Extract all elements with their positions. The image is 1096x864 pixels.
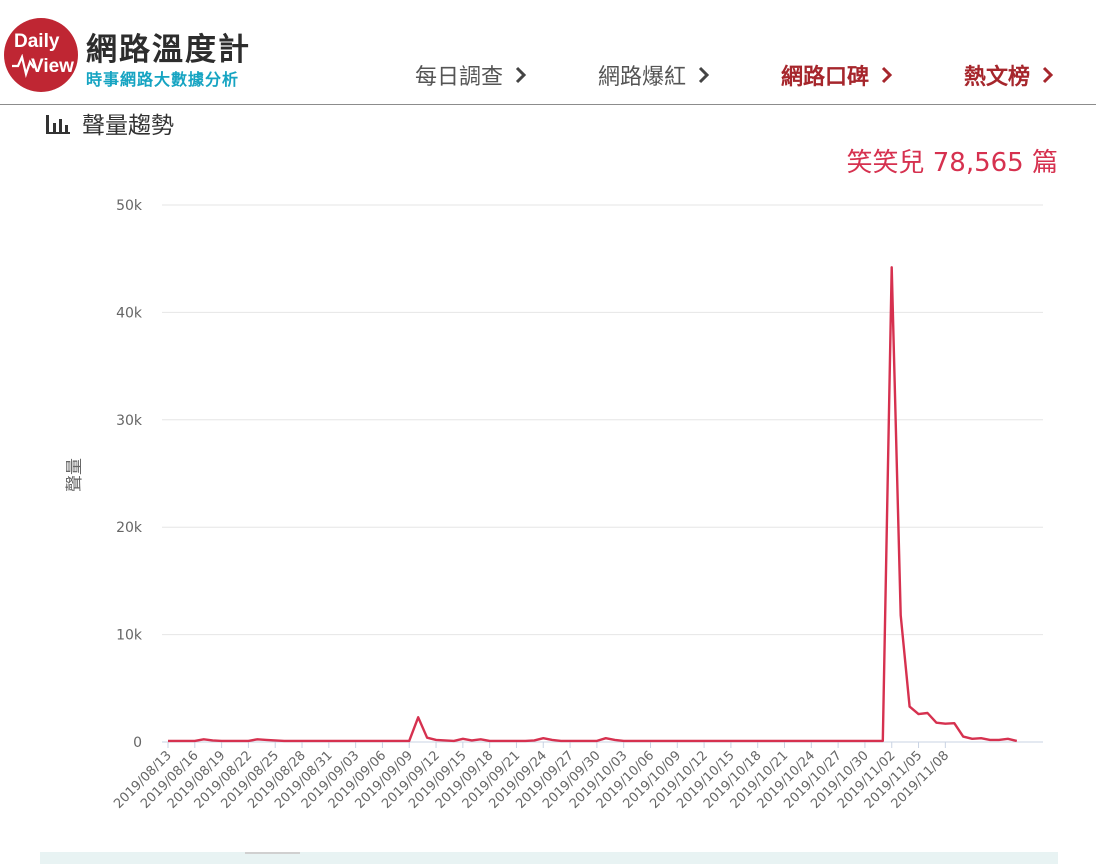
y-tick-label: 30k xyxy=(116,413,143,429)
series-line xyxy=(168,266,1018,743)
summary-unit: 篇 xyxy=(1031,148,1058,178)
bottom-panel-edge xyxy=(40,852,1058,864)
nav-daily-survey[interactable]: 每日調查 xyxy=(415,59,527,91)
section-title: 聲量趨勢 xyxy=(44,106,174,140)
summary-name: 笑笑兒 xyxy=(846,148,925,178)
y-tick-label: 20k xyxy=(116,520,143,536)
nav-label: 每日調查 xyxy=(415,65,504,90)
logo-text-daily: Daily xyxy=(14,31,60,52)
chevron-right-icon xyxy=(881,66,893,84)
chevron-right-icon xyxy=(698,66,710,84)
summary-count: 78,565 xyxy=(932,148,1024,178)
chevron-right-icon xyxy=(1042,66,1054,84)
volume-trend-chart: 0 10k 20k 30k 40k 50k 聲量 2019/08/13 2019/08/16 20… xyxy=(0,185,1096,855)
logo-text-view: View xyxy=(31,56,74,77)
line-chart-svg: 010k20k30k40k50k聲量2019/08/132019/08/1620… xyxy=(65,198,1043,812)
y-tick-label: 40k xyxy=(116,305,143,321)
nav-hot-articles[interactable]: 熱文榜 xyxy=(964,59,1054,91)
chevron-right-icon xyxy=(515,66,527,84)
nav-label: 網路爆紅 xyxy=(598,65,687,90)
y-tick-label: 50k xyxy=(116,198,143,214)
bar-chart-icon xyxy=(46,115,70,134)
nav-word-of-mouth[interactable]: 網路口碑 xyxy=(781,59,893,91)
nav-label: 熱文榜 xyxy=(964,65,1031,90)
section-title-text: 聲量趨勢 xyxy=(82,113,174,139)
total-summary: 笑笑兒 78,565 篇 xyxy=(846,142,1058,179)
brand-title[interactable]: 網路溫度計 xyxy=(86,32,251,68)
brand-subtitle: 時事網路大數據分析 xyxy=(86,70,240,89)
logo-wave-icon xyxy=(12,54,35,78)
nav-viral[interactable]: 網路爆紅 xyxy=(598,59,710,91)
daily-view-logo[interactable]: Daily View xyxy=(4,18,78,92)
site-header: Daily View 網路溫度計 時事網路大數據分析 每日調查 網路爆紅 網路口… xyxy=(0,0,1096,105)
y-axis-label: 聲量 xyxy=(65,458,85,492)
nav-label: 網路口碑 xyxy=(781,65,870,90)
y-tick-label: 0 xyxy=(133,735,142,751)
y-tick-label: 10k xyxy=(116,628,143,644)
